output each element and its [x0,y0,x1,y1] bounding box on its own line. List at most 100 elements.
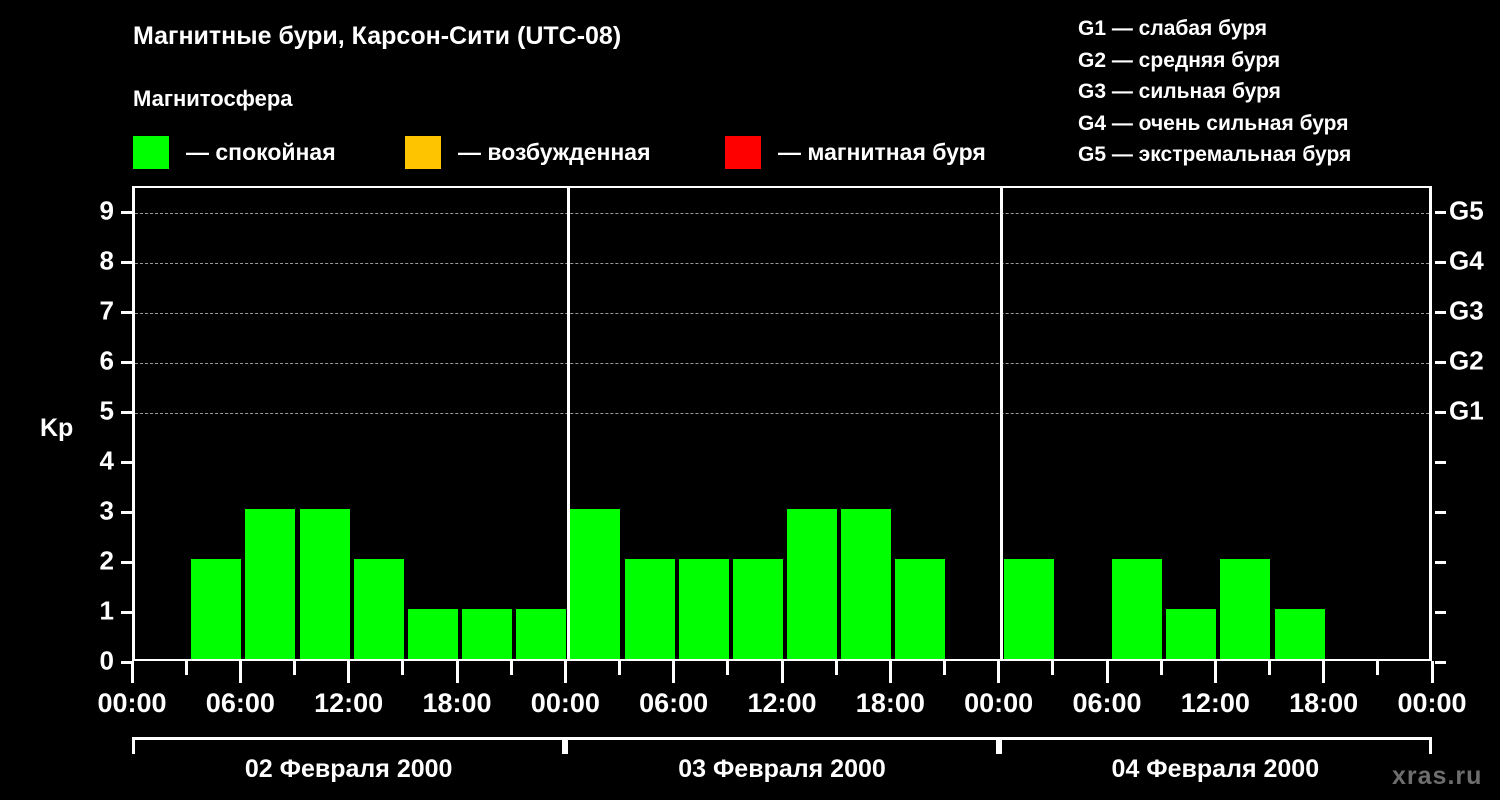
legend-label-storm: — магнитная буря [778,138,986,165]
x-axis-label: 18:00 [855,688,925,718]
x-tick-minor [1051,661,1055,675]
legend-swatch-unsettled-icon [405,135,441,169]
x-axis-label: 12:00 [1180,688,1250,718]
gscale-text: — сильная буря [1106,80,1281,103]
bar-kp [516,609,567,659]
right-tick-label-g2: G2 [1449,345,1484,376]
y-tick-label-3: 3 [99,495,114,526]
gridline-kp-6 [135,363,1429,364]
bar-kp [1274,609,1325,659]
bar-kp [353,559,404,659]
plot-inner [135,188,1429,659]
x-tick-minor [1376,661,1380,675]
gridline-kp-5 [135,413,1429,414]
bar-kp [570,509,621,659]
x-tick-minor [1268,661,1271,675]
day-label: 02 Февраля 2000 [244,755,453,783]
day-bracket [565,737,999,754]
right-tick-label-g3: G3 [1449,295,1484,326]
x-tick-major [997,661,1001,683]
right-tick-mark [1435,561,1446,564]
gscale-text: — слабая буря [1106,17,1268,40]
y-tick-mark [121,261,132,264]
x-axis-label: 12:00 [314,688,384,718]
right-tick-label-g5: G5 [1449,195,1484,226]
x-tick-major [1430,661,1434,683]
y-tick-mark [121,661,132,664]
gscale-text: — экстремальная буря [1106,143,1352,166]
bar-kp [732,559,783,659]
y-tick-mark [121,411,132,414]
x-tick-major [888,661,892,683]
day-separator [1000,188,1004,659]
y-tick-label-1: 1 [99,595,114,626]
gscale-line-g2: G2 — средняя буря [1078,45,1498,77]
gscale-line-g5: G5 — экстремальная буря [1078,139,1498,171]
legend-label-unsettled: — возбужденная [458,138,651,165]
right-tick-mark [1435,661,1446,664]
page-title: Магнитные бури, Карсон-Сити (UTC-08) [133,22,622,50]
right-tick-mark [1435,461,1446,464]
bar-kp [1003,559,1054,659]
y-tick-mark [121,561,132,564]
gscale-text: — средняя буря [1106,48,1281,72]
right-tick-mark [1435,311,1446,314]
right-tick-mark [1435,411,1446,414]
x-axis-label: 18:00 [1289,688,1359,718]
legend-entry-unsettled: — возбужденная [405,131,651,173]
gscale-text: — очень сильная буря [1106,111,1349,135]
y-tick-mark [121,461,132,464]
right-tick-mark [1435,361,1446,364]
legend-swatch-storm-icon [725,135,761,169]
bar-kp [407,609,458,659]
x-tick-major [347,661,351,683]
x-axis-label: 06:00 [1072,688,1142,718]
x-tick-major [238,661,242,683]
bar-kp [191,559,242,659]
x-tick-minor [943,661,946,675]
right-tick-mark [1435,611,1446,614]
right-tick-label-g1: G1 [1449,395,1484,426]
x-axis-label: 00:00 [1397,688,1467,718]
y-tick-label-9: 9 [99,195,114,226]
x-tick-minor [1159,661,1163,675]
day-label: 04 Февраля 2000 [1111,755,1320,783]
legend-heading: Магнитосфера [133,86,293,111]
bar-kp [299,509,350,659]
x-axis-label: 18:00 [422,688,492,718]
legend-label-quiet: — спокойная [186,138,336,165]
x-tick-major [563,661,567,683]
y-tick-mark [121,611,132,614]
gscale-code: G5 [1078,143,1107,166]
bar-kp [462,609,513,659]
right-tick-mark [1435,511,1446,514]
x-tick-minor [834,661,838,675]
y-tick-mark [121,361,132,364]
x-tick-major [1322,661,1326,683]
legend-swatch-quiet-icon [133,135,169,169]
x-tick-minor [509,661,513,675]
y-tick-label-4: 4 [99,445,114,476]
y-tick-mark [121,511,132,514]
gscale-code: G2 [1078,48,1107,72]
x-axis-label: 06:00 [205,688,275,718]
bar-kp [624,559,675,659]
x-tick-minor [618,661,621,675]
x-tick-major [1105,661,1109,683]
y-tick-label-6: 6 [99,345,114,376]
gscale-line-g4: G4 — очень сильная буря [1078,108,1498,140]
x-tick-minor [184,661,188,675]
legend-entry-quiet: — спокойная [133,131,336,173]
y-tick-label-5: 5 [99,395,114,426]
bar-kp [1112,559,1163,659]
y-tick-mark [121,211,132,214]
x-tick-major [672,661,676,683]
plot-area [132,186,1432,661]
day-bracket [998,737,1432,754]
x-tick-minor [726,661,730,675]
x-axis-label: 12:00 [747,688,817,718]
y-tick-label-7: 7 [99,295,114,326]
bar-kp [245,509,296,659]
bar-kp [787,509,838,659]
x-tick-minor [293,661,296,675]
